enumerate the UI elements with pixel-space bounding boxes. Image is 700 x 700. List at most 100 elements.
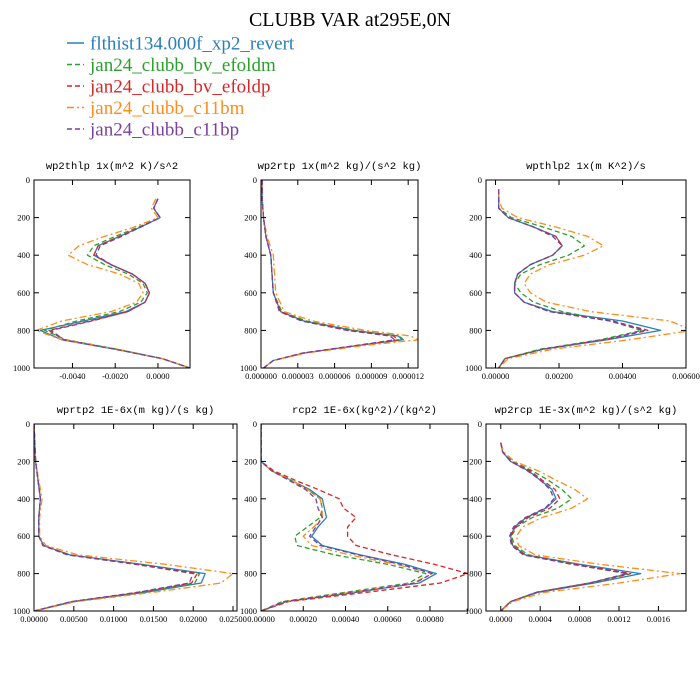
legend-entry: jan24_clubb_bv_efoldm	[67, 55, 276, 76]
series-line	[34, 424, 206, 611]
x-tick-label: 0.00600	[672, 371, 700, 381]
panel-title: wp2rtp 1x(m^2 kg)/(s^2 kg)	[258, 161, 422, 173]
series-line	[48, 198, 190, 368]
x-tick-label: -0.0020	[102, 371, 128, 381]
panel-title: rcp2 1E-6x(kg^2)/(kg^2)	[292, 405, 437, 417]
series-line	[261, 180, 404, 368]
series-line	[500, 442, 632, 611]
series-line	[44, 198, 190, 368]
legend-entry: jan24_clubb_c11bp	[67, 120, 239, 141]
x-tick-label: 0.000006	[319, 371, 351, 381]
y-tick-label: 400	[17, 250, 30, 260]
y-tick-label: 400	[17, 494, 30, 504]
series-line	[500, 442, 628, 611]
panel-title: wpthlp2 1x(m K^2)/s	[526, 161, 646, 173]
plot-frame	[33, 179, 191, 369]
series-line	[34, 424, 234, 611]
x-tick-label: 0.000009	[355, 371, 387, 381]
series-group	[498, 189, 686, 368]
series-line	[261, 424, 437, 611]
y-tick-label: 600	[469, 288, 482, 298]
figure-title: CLUBB VAR at295E,0N	[249, 9, 451, 31]
y-tick-label: 200	[244, 456, 257, 466]
series-line	[261, 424, 468, 611]
y-tick-label: 1000	[13, 606, 30, 616]
chart-panel: wp2thlp 1x(m^2 K)/s^2 0 200 400 600 800 1000 -0…	[13, 161, 191, 381]
y-tick-label: 0	[253, 419, 257, 429]
legend: flthist134.000f_xp2_revertjan24_clubb_bv…	[67, 34, 295, 141]
series-group	[261, 424, 468, 611]
panel-title: wp2rcp 1E-3x(m^2 kg)/(s^2 kg)	[495, 405, 678, 417]
x-tick-label: 0.00400	[609, 371, 637, 381]
series-line	[500, 442, 681, 611]
x-tick-label: 0.000003	[282, 371, 314, 381]
x-tick-label: 0.00080	[416, 614, 444, 624]
x-tick-label: 0.0016	[647, 614, 670, 624]
x-tick-label: 0.0000	[146, 371, 169, 381]
y-tick-label: 600	[17, 288, 30, 298]
y-tick-label: 400	[244, 250, 257, 260]
y-tick-label: 1000	[240, 363, 257, 373]
y-tick-label: 200	[469, 213, 482, 223]
y-tick-label: 200	[244, 213, 257, 223]
series-line	[50, 198, 190, 368]
series-line	[498, 189, 643, 368]
chart-panel: wp2rtp 1x(m^2 kg)/(s^2 kg)0 200 400 600 800 1…	[240, 161, 424, 381]
y-tick-label: 600	[469, 531, 482, 541]
plot-frame	[260, 179, 419, 369]
x-tick-label: 0.00500	[60, 614, 88, 624]
y-tick-label: 1000	[13, 363, 30, 373]
x-tick-label: -0.0040	[59, 371, 85, 381]
y-tick-label: 200	[469, 456, 482, 466]
legend-entry: flthist134.000f_xp2_revert	[67, 34, 295, 55]
series-line	[498, 189, 649, 368]
legend-label: jan24_clubb_bv_efoldp	[89, 77, 270, 98]
legend-entry: jan24_clubb_bv_efoldp	[67, 77, 270, 98]
y-tick-label: 800	[17, 569, 30, 579]
y-tick-label: 1000	[465, 363, 482, 373]
y-tick-label: 0	[26, 419, 30, 429]
y-tick-label: 0	[478, 419, 482, 429]
x-tick-label: 0.00000	[20, 614, 48, 624]
series-line	[261, 424, 433, 611]
chart-panels: wp2thlp 1x(m^2 K)/s^2 0 200 400 600 800 1000 -0…	[13, 161, 700, 624]
y-tick-label: 800	[469, 325, 482, 335]
x-tick-label: 0.00000	[247, 614, 275, 624]
legend-label: jan24_clubb_bv_efoldm	[89, 55, 276, 76]
chart-panel: wprtp2 1E-6x(m kg)/(s kg) 0 200 400 600 800 10…	[13, 405, 247, 624]
series-line	[34, 424, 198, 611]
x-tick-label: 0.00060	[374, 614, 402, 624]
y-tick-label: 800	[469, 569, 482, 579]
legend-label: jan24_clubb_c11bm	[89, 98, 245, 119]
x-tick-label: 0.02000	[179, 614, 207, 624]
y-tick-label: 600	[244, 288, 257, 298]
legend-label: jan24_clubb_c11bp	[89, 120, 239, 141]
plot-frame	[260, 423, 469, 612]
series-line	[261, 180, 396, 368]
series-group	[34, 424, 234, 611]
series-line	[261, 424, 427, 611]
series-group	[500, 442, 681, 611]
series-line	[498, 189, 646, 368]
series-line	[34, 424, 194, 611]
plot-frame	[33, 423, 238, 612]
plot-frame	[485, 179, 687, 369]
y-tick-label: 200	[17, 456, 30, 466]
x-tick-label: 0.000000	[245, 371, 277, 381]
y-tick-label: 0	[26, 175, 30, 185]
y-tick-label: 400	[469, 250, 482, 260]
x-tick-label: 0.000012	[392, 371, 424, 381]
x-tick-label: 0.01500	[140, 614, 168, 624]
y-tick-label: 400	[469, 494, 482, 504]
series-line	[261, 180, 418, 368]
x-tick-label: 0.02500	[219, 614, 247, 624]
series-line	[34, 424, 201, 611]
chart-panel: rcp2 1E-6x(kg^2)/(kg^2) 0 200 400 600 800 1000…	[240, 405, 469, 624]
series-group	[35, 198, 190, 368]
y-tick-label: 600	[244, 531, 257, 541]
series-line	[35, 198, 190, 368]
x-tick-label: 0.0012	[607, 614, 630, 624]
series-line	[39, 198, 190, 368]
x-tick-label: 0.00020	[289, 614, 317, 624]
series-line	[500, 442, 630, 611]
